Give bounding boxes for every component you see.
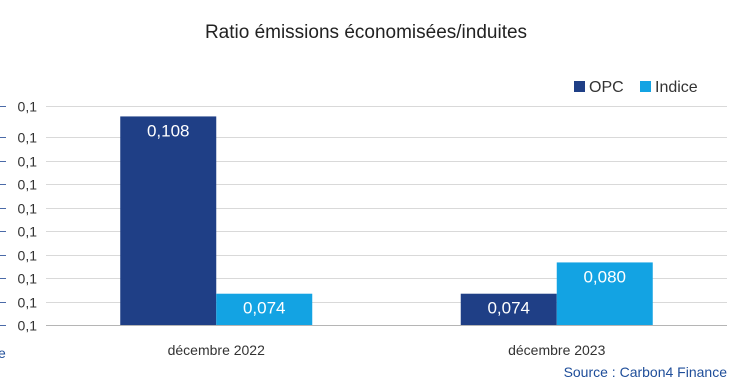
- x-axis-categories: décembre 2022 décembre 2023: [168, 342, 606, 358]
- y-tick-label: 0,1: [18, 177, 38, 193]
- y-tick-label: 0,1: [18, 201, 38, 217]
- data-label-indice-1: 0,074: [243, 299, 286, 318]
- data-label-opc-1: 0,108: [147, 121, 190, 140]
- y-tick-label: 0,1: [18, 295, 38, 311]
- bar-indice-1: [216, 293, 313, 325]
- bar-opc-2: [460, 293, 557, 325]
- y-axis-ticks: 0,1 0,1 0,1 0,1 0,1 0,1 0,1 0,1 0,1 0,1: [0, 99, 37, 334]
- left-edge-fragment: e: [0, 345, 6, 361]
- y-tick-label: 0,1: [18, 248, 38, 264]
- bars: [120, 116, 653, 325]
- data-labels: 0,108 0,074 0,074 0,080: [147, 121, 626, 317]
- y-tick-label: 0,1: [18, 271, 38, 287]
- chart-title: Ratio émissions économisées/induites: [205, 22, 527, 43]
- bar-indice-2: [556, 262, 653, 325]
- legend: OPC Indice: [574, 79, 698, 96]
- data-label-opc-2: 0,074: [487, 299, 530, 318]
- legend-swatch-opc: [574, 81, 585, 92]
- y-tick-label: 0,1: [18, 154, 38, 170]
- x-category-label: décembre 2022: [168, 342, 266, 358]
- legend-label-indice: Indice: [655, 79, 698, 96]
- data-label-indice-2: 0,080: [583, 267, 626, 286]
- legend-swatch-indice: [640, 81, 651, 92]
- y-tick-label: 0,1: [18, 99, 38, 115]
- legend-label-opc: OPC: [589, 79, 624, 96]
- y-tick-label: 0,1: [18, 318, 38, 334]
- y-tick-label: 0,1: [18, 224, 38, 240]
- bar-opc-1: [120, 116, 217, 325]
- y-tick-label: 0,1: [18, 130, 38, 146]
- x-category-label: décembre 2023: [508, 342, 606, 358]
- source-note: Source : Carbon4 Finance: [564, 364, 728, 380]
